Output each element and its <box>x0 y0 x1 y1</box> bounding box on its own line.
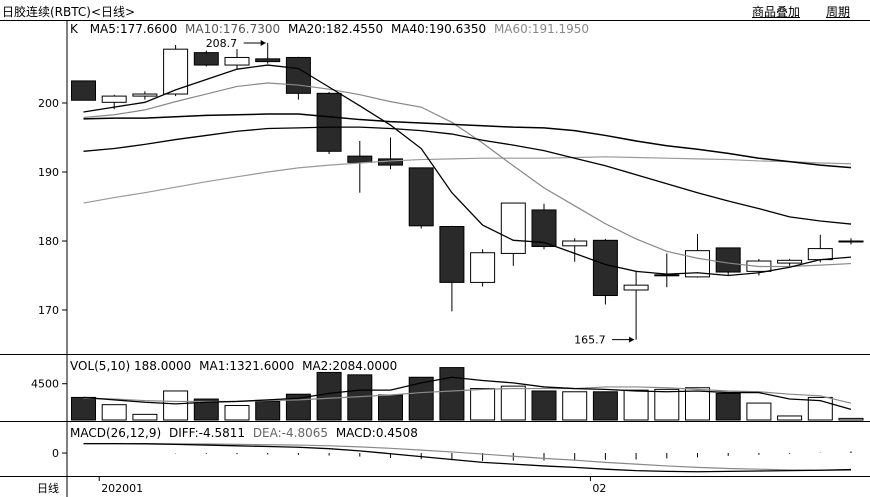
ma5-line <box>83 64 852 277</box>
volume-bar <box>71 396 96 421</box>
volume-bar <box>623 389 649 421</box>
annotation-label: 165.7 <box>574 334 606 347</box>
main-legend: K MA5:177.6600 MA10:176.7300 MA20:182.45… <box>70 22 593 36</box>
volume-bar <box>685 387 710 421</box>
candle-body <box>132 93 158 97</box>
candle-body <box>193 52 219 66</box>
candle-body <box>224 56 250 66</box>
candle-body <box>347 155 373 163</box>
macd-diff-line <box>83 442 852 473</box>
volume-ma1-line <box>83 376 852 410</box>
chart-title: 日胶连续(RBTC)<日线> <box>2 5 136 19</box>
volume-bar <box>746 402 772 421</box>
volume-bar <box>838 417 864 421</box>
volume-bar <box>193 398 219 421</box>
volume-ma2-line <box>83 386 852 404</box>
legend-ma20: MA20:182.4550 <box>288 22 384 36</box>
legend-vol-ma1: MA1:1321.6000 <box>199 359 295 373</box>
legend-ma40: MA40:190.6350 <box>390 22 487 36</box>
legend-vol-ma2: MA2:2084.0000 <box>302 359 398 373</box>
volume-bar <box>408 376 434 421</box>
annotation-arrowhead <box>260 39 266 46</box>
macd-tick-label: 0 <box>52 447 59 460</box>
volume-legend: VOL(5,10) 188.0000 MA1:1321.6000 MA2:208… <box>70 359 401 373</box>
legend-dea: DEA:-4.8065 <box>252 426 328 440</box>
candle-body <box>715 247 741 273</box>
candle-body <box>439 226 465 283</box>
legend-diff: DIFF:-4.5811 <box>168 426 245 440</box>
legend-macd-params: MACD(26,12,9) <box>70 426 162 440</box>
overlay-commodity-link[interactable]: 商品叠加 <box>752 5 801 19</box>
price-tick-label: 190 <box>38 166 59 179</box>
x-axis-caption: 日线 <box>37 481 59 495</box>
candle-body <box>654 274 680 277</box>
candle-body <box>470 252 496 283</box>
volume-bar <box>654 388 680 421</box>
volume-bar <box>132 413 158 421</box>
candle-body <box>101 95 127 103</box>
volume-bar <box>715 392 741 421</box>
legend-macd-value: MACD:0.4508 <box>335 426 418 440</box>
volume-bar <box>470 388 496 421</box>
volume-bar <box>807 396 833 421</box>
annotation-arrowhead <box>629 336 635 343</box>
legend-ma60: MA60:191.1950 <box>493 22 590 36</box>
candle-body <box>562 240 588 247</box>
candle-body <box>623 284 649 291</box>
macd-legend: MACD(26,12,9) DIFF:-4.5811 DEA:-4.8065 M… <box>70 426 422 440</box>
x-tick-label: 02 <box>592 482 606 495</box>
volume-bar <box>378 394 403 421</box>
volume-bar <box>500 385 526 421</box>
candle-body <box>71 80 96 101</box>
candle-body <box>408 167 434 227</box>
volume-bar <box>562 391 588 421</box>
legend-ma10: MA10:176.7300 <box>185 22 281 36</box>
volume-bar <box>255 400 281 421</box>
legend-vol: VOL(5,10) 188.0000 <box>70 359 192 373</box>
volume-bar <box>316 371 342 421</box>
volume-bar <box>224 404 250 421</box>
annotation-label: 208.7 <box>206 37 238 50</box>
candle-body <box>838 240 864 243</box>
x-tick-label: 202001 <box>101 482 143 495</box>
candle-body <box>500 202 526 254</box>
volume-bar <box>592 391 618 421</box>
candle-body <box>777 259 803 264</box>
candle-body <box>316 92 342 152</box>
legend-ma5: MA5:177.6600 <box>89 22 178 36</box>
macd-dea-line <box>83 443 852 471</box>
candle-body <box>531 209 557 248</box>
legend-k: K <box>70 22 78 36</box>
candle-body <box>807 248 833 261</box>
candle-body <box>285 56 311 94</box>
ma20-line <box>83 126 852 225</box>
candle-body <box>592 239 618 297</box>
price-tick-label: 170 <box>38 304 59 317</box>
volume-bar <box>163 390 189 421</box>
volume-tick-label: 4500 <box>31 378 59 391</box>
volume-bar <box>101 404 127 421</box>
volume-bar <box>439 367 465 421</box>
ma40-line <box>83 113 852 169</box>
ma60-line <box>83 156 852 204</box>
period-link[interactable]: 周期 <box>826 5 851 19</box>
price-tick-label: 180 <box>38 235 59 248</box>
chart-header: 日胶连续(RBTC)<日线> 商品叠加 周期 <box>0 0 870 21</box>
candle-body <box>255 58 281 63</box>
volume-bar <box>531 390 557 421</box>
volume-bar <box>777 415 803 421</box>
ma10-line <box>83 82 852 268</box>
price-tick-label: 200 <box>38 97 59 110</box>
